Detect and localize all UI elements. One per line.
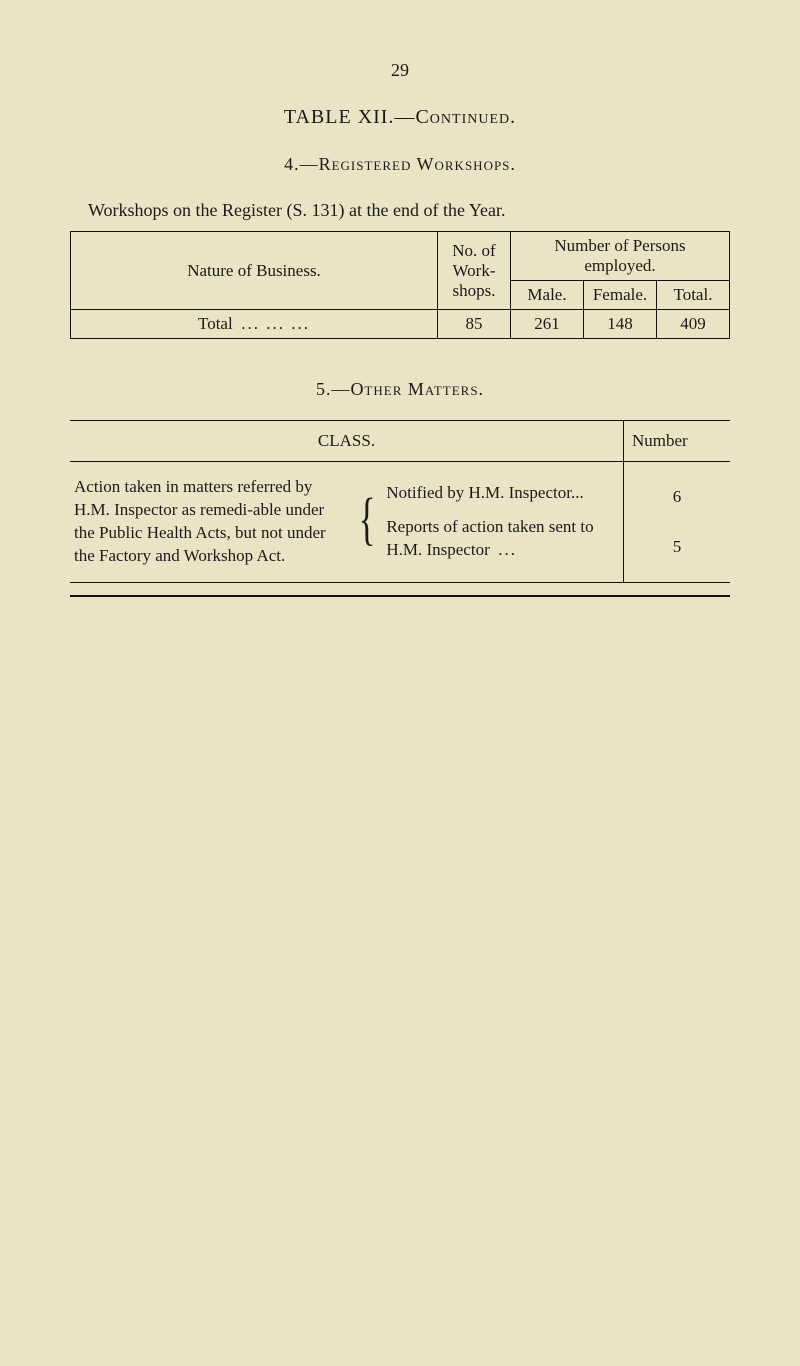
right1: Notified by H.M. Inspector... — [386, 482, 619, 505]
bottom-rule — [70, 595, 730, 597]
brace-icon: { — [358, 484, 375, 576]
th-male: Male. — [511, 281, 584, 310]
page-number: 29 — [70, 60, 730, 81]
total-m: 261 — [511, 310, 584, 339]
table-title-a: TABLE XII.— — [284, 106, 416, 128]
th-female: Female. — [584, 281, 657, 310]
th-nature: Nature of Business. — [71, 232, 438, 310]
class-cell: Action taken in matters referred by H.M.… — [70, 462, 624, 583]
n2: 5 — [632, 537, 722, 557]
th-workshops: No. of Work-shops. — [438, 232, 511, 310]
n1: 6 — [632, 487, 722, 507]
action-left-text: Action taken in matters referred by H.M.… — [74, 476, 353, 568]
th-persons: Number of Persons employed. — [511, 232, 730, 281]
th-class: CLASS. — [70, 421, 624, 462]
total-row: Total ... ... ... 85 261 148 409 — [71, 310, 730, 339]
sub-heading: 4.—Registered Workshops. — [70, 154, 730, 175]
action-right: Notified by H.M. Inspector... Reports of… — [380, 476, 619, 568]
workshops-table: Nature of Business. No. of Work-shops. N… — [70, 231, 730, 339]
number-cell: 6 5 — [624, 462, 731, 583]
section5-title: 5.—Other Matters. — [70, 379, 730, 400]
th-number: Number — [624, 421, 731, 462]
th-total: Total. — [657, 281, 730, 310]
total-t: 409 — [657, 310, 730, 339]
total-label: Total ... ... ... — [71, 310, 438, 339]
right2: Reports of action taken sent to H.M. Ins… — [386, 516, 619, 562]
table-title: TABLE XII.—Continued. — [70, 106, 730, 129]
total-ws: 85 — [438, 310, 511, 339]
total-f: 148 — [584, 310, 657, 339]
intro-text: Workshops on the Register (S. 131) at th… — [70, 200, 730, 221]
table-title-b: Continued. — [415, 106, 516, 128]
other-matters-table: CLASS. Number Action taken in matters re… — [70, 420, 730, 583]
